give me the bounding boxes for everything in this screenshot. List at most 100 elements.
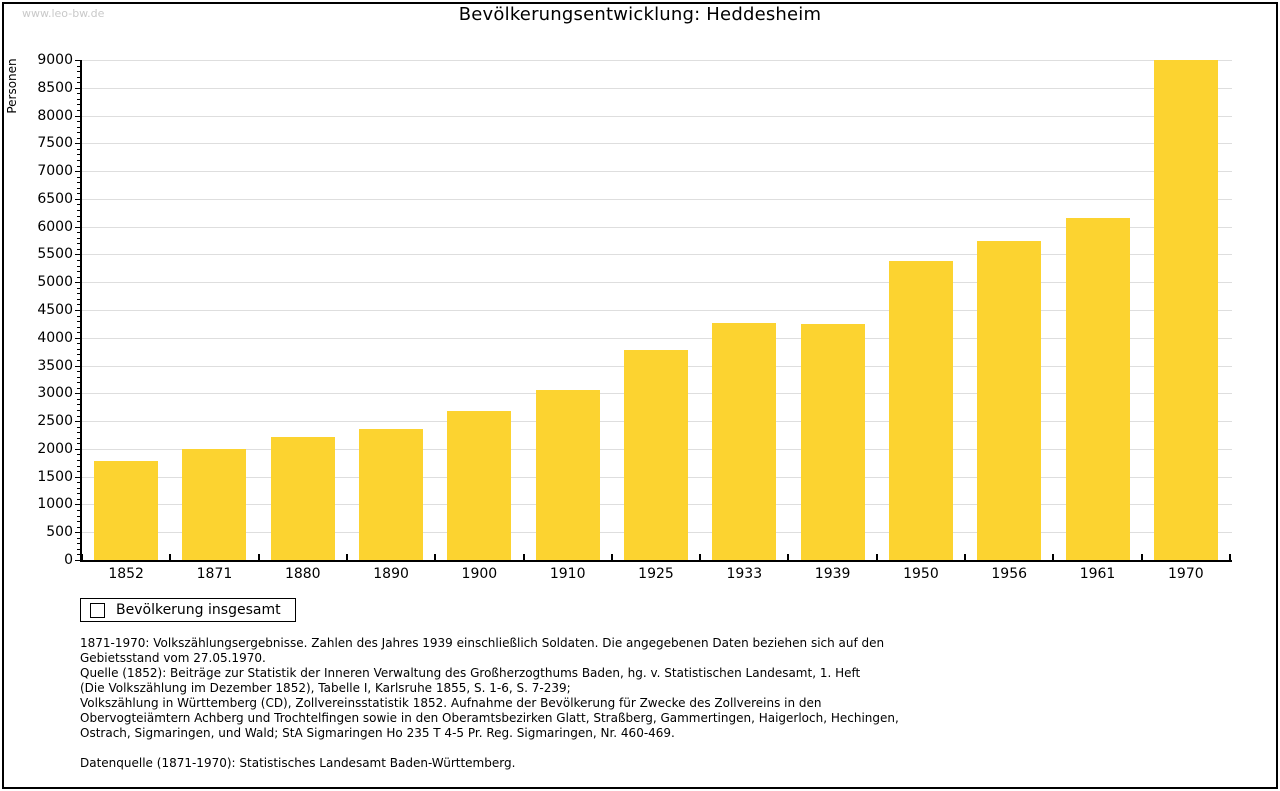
y-minor-tick: [77, 165, 80, 167]
y-minor-tick: [77, 487, 80, 489]
y-minor-tick: [77, 176, 80, 178]
x-boundary-tick: [1052, 554, 1055, 560]
y-tick-label: 6500: [37, 190, 73, 207]
y-major-tick: [75, 532, 80, 534]
bar-1871: [182, 449, 247, 560]
footnote-line: Volkszählung in Württemberg (CD), Zollve…: [80, 696, 822, 710]
x-tick-label: 1970: [1168, 566, 1204, 582]
x-boundary-tick: [964, 554, 967, 560]
y-minor-tick: [77, 65, 80, 67]
y-tick-label: 2500: [37, 413, 73, 430]
legend-box: Bevölkerung insgesamt: [80, 598, 296, 622]
y-tick-label: 3500: [37, 357, 73, 374]
x-boundary-tick: [345, 554, 348, 560]
y-minor-tick: [77, 460, 80, 461]
y-minor-tick: [77, 498, 80, 500]
y-minor-tick: [77, 121, 80, 123]
y-minor-tick: [77, 526, 80, 528]
y-tick-label: 1500: [37, 468, 73, 485]
y-minor-tick: [77, 276, 80, 278]
y-tick-label: 4000: [37, 329, 73, 346]
x-boundary-tick: [610, 554, 613, 560]
footnote-line: 1871-1970: Volkszählungsergebnisse. Zahl…: [80, 636, 885, 650]
y-major-tick: [75, 310, 80, 311]
y-minor-tick: [77, 471, 80, 473]
bar-1880: [270, 437, 335, 560]
y-minor-tick: [77, 210, 80, 211]
y-minor-tick: [77, 510, 80, 511]
y-minor-tick: [77, 265, 80, 267]
y-major-tick: [75, 560, 80, 561]
bar-1961: [1065, 218, 1130, 560]
y-major-tick: [75, 421, 80, 423]
x-tick-label: 1880: [284, 566, 321, 582]
y-gridline: [80, 60, 1232, 61]
y-gridline: [80, 198, 1232, 200]
y-major-tick: [75, 337, 80, 339]
y-minor-tick: [77, 248, 80, 250]
y-minor-tick: [77, 98, 80, 100]
y-minor-tick: [77, 437, 80, 439]
x-boundary-tick: [699, 554, 702, 560]
y-major-tick: [75, 476, 80, 478]
y-tick-label: 9000: [37, 52, 73, 68]
bar-1939: [800, 324, 865, 560]
x-boundary-tick: [1229, 554, 1231, 560]
x-boundary-tick: [522, 554, 525, 560]
y-minor-tick: [77, 343, 80, 345]
y-minor-tick: [77, 404, 80, 406]
y-minor-tick: [77, 193, 80, 195]
x-boundary-tick: [787, 554, 790, 560]
y-minor-tick: [77, 132, 80, 134]
y-major-tick: [75, 198, 80, 200]
y-tick-label: 7000: [37, 163, 73, 180]
y-tick-label: 7500: [37, 135, 73, 152]
x-tick-label: 1900: [461, 566, 498, 582]
bar-1956: [977, 241, 1042, 560]
x-tick-label: 1925: [638, 566, 674, 582]
y-minor-tick: [77, 415, 80, 417]
x-tick-label: 1910: [549, 566, 586, 582]
x-boundary-tick: [257, 554, 260, 560]
y-major-tick: [75, 365, 80, 367]
y-minor-tick: [77, 371, 80, 373]
y-minor-tick: [77, 360, 80, 361]
y-minor-tick: [77, 154, 80, 156]
y-major-tick: [75, 393, 80, 395]
x-boundary-tick: [169, 554, 172, 560]
y-minor-tick: [77, 426, 80, 428]
y-minor-tick: [77, 376, 80, 378]
y-major-tick: [75, 60, 80, 61]
y-tick-label: 8000: [37, 107, 73, 124]
y-minor-tick: [77, 260, 80, 261]
y-tick-label: 8500: [37, 79, 73, 96]
y-minor-tick: [77, 148, 80, 150]
y-major-tick: [75, 87, 80, 89]
y-axis: [80, 60, 82, 562]
y-gridline: [80, 87, 1232, 89]
y-minor-tick: [77, 182, 80, 184]
y-minor-tick: [77, 126, 80, 128]
y-gridline: [80, 282, 1232, 284]
x-tick-label: 1852: [108, 566, 144, 582]
y-minor-tick: [77, 432, 80, 434]
footnote-line: Ostrach, Sigmaringen, und Wald; StA Sigm…: [80, 726, 675, 740]
y-minor-tick: [77, 465, 80, 467]
y-minor-tick: [77, 204, 80, 206]
bar-1933: [712, 323, 777, 560]
y-minor-tick: [77, 537, 80, 539]
legend-label: Bevölkerung insgesamt: [116, 602, 281, 618]
y-minor-tick: [77, 410, 80, 411]
y-minor-tick: [77, 454, 80, 456]
bar-1900: [447, 411, 512, 560]
y-major-tick: [75, 254, 80, 256]
footnote-line: Obervogteiämtern Achberg und Trochtelfin…: [80, 711, 899, 725]
y-minor-tick: [77, 321, 80, 323]
x-tick-label: 1956: [991, 566, 1028, 582]
y-tick-label: 500: [46, 524, 73, 541]
y-minor-tick: [77, 332, 80, 334]
y-gridline: [80, 226, 1232, 228]
x-tick-label: 1933: [726, 566, 763, 582]
y-minor-tick: [77, 304, 80, 306]
